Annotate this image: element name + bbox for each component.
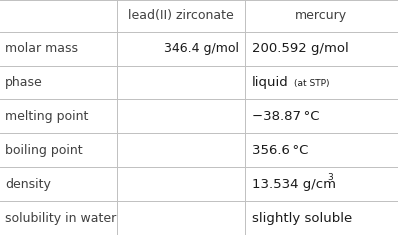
Text: phase: phase — [5, 76, 43, 89]
Text: 346.4 g/mol: 346.4 g/mol — [164, 42, 239, 55]
Text: molar mass: molar mass — [5, 42, 78, 55]
Text: mercury: mercury — [295, 9, 347, 22]
Text: slightly soluble: slightly soluble — [252, 212, 352, 225]
Text: liquid: liquid — [252, 76, 289, 89]
Text: 13.534 g/cm: 13.534 g/cm — [252, 178, 336, 191]
Text: −38.87 °C: −38.87 °C — [252, 110, 320, 123]
Text: boiling point: boiling point — [5, 144, 82, 157]
Text: solubility in water: solubility in water — [5, 212, 116, 225]
Text: lead(II) zirconate: lead(II) zirconate — [128, 9, 234, 22]
Text: (at STP): (at STP) — [294, 79, 329, 88]
Text: 356.6 °C: 356.6 °C — [252, 144, 308, 157]
Text: density: density — [5, 178, 51, 191]
Text: melting point: melting point — [5, 110, 88, 123]
Text: 3: 3 — [328, 173, 333, 182]
Text: 200.592 g/mol: 200.592 g/mol — [252, 42, 349, 55]
